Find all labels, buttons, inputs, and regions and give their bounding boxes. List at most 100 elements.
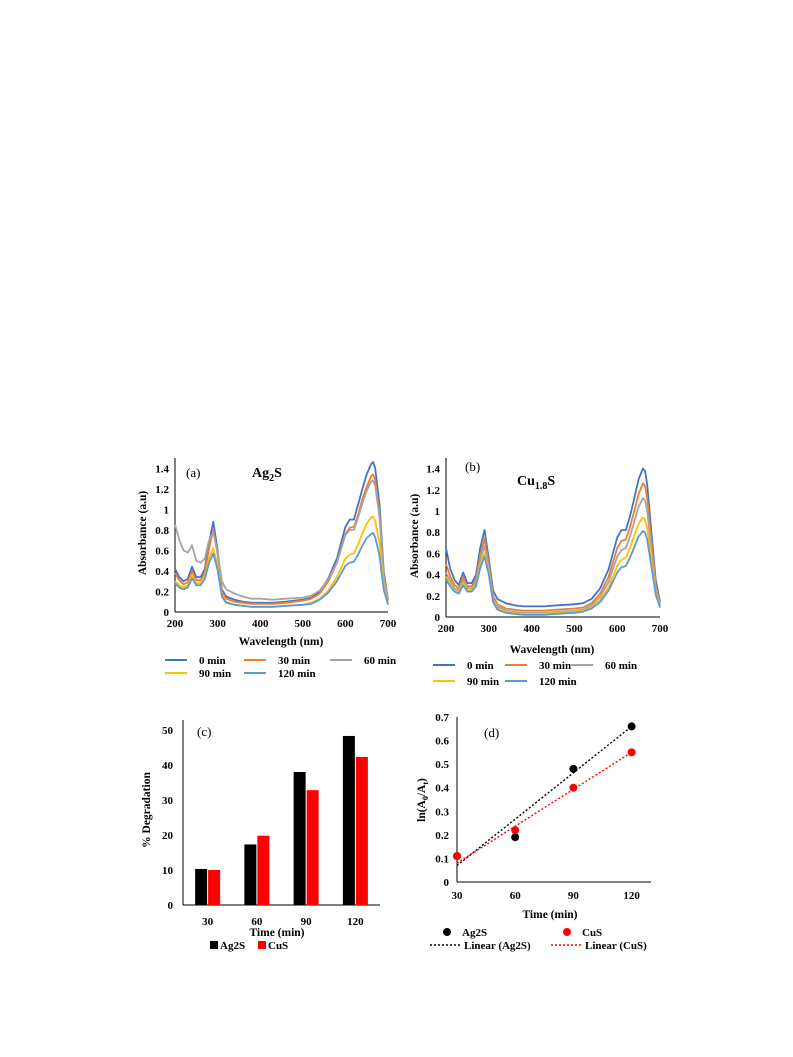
panel-a-spectra-ag2s: (a) Ag2S Absorbance (a.u) Wavelength (nm… xyxy=(137,458,397,680)
bar-Ag2S-60 xyxy=(244,844,257,905)
legend-swatch xyxy=(210,941,218,949)
point-CuS-60 xyxy=(511,826,520,835)
point-CuS-120 xyxy=(627,748,636,757)
legend-label: Ag2S xyxy=(462,927,487,939)
legend-label: 120 min xyxy=(539,676,577,688)
panel-d-legend: Ag2S CuS Linear (Ag2S) Linear (CuS) xyxy=(430,927,647,952)
x-tick-label: 300 xyxy=(209,618,226,630)
y-tick-label: 0.2 xyxy=(435,830,449,842)
y-tick-label: 30 xyxy=(162,795,174,807)
y-tick-label: 0.2 xyxy=(155,586,169,598)
point-CuS-90 xyxy=(569,783,578,792)
legend-label: CuS xyxy=(582,927,602,939)
y-tick-label: 0.5 xyxy=(435,759,449,771)
legend-label: 30 min xyxy=(539,660,571,672)
y-tick-label: 0.8 xyxy=(155,525,169,537)
legend-label: 0 min xyxy=(467,660,494,672)
x-tick-label: 60 xyxy=(510,890,522,902)
y-tick-label: 0.7 xyxy=(435,712,449,724)
legend-label: 30 min xyxy=(278,655,310,667)
legend-label: 120 min xyxy=(278,668,316,680)
panel-d-y-axis-label: ln(A0/At) xyxy=(416,778,430,822)
legend-swatch xyxy=(563,928,571,936)
series-line-120-min xyxy=(445,530,661,616)
y-tick-label: 0 xyxy=(444,877,450,889)
point-Ag2S-90 xyxy=(569,764,578,773)
panel-a-x-axis-label: Wavelength (nm) xyxy=(239,636,324,648)
panel-b-x-axis-label: Wavelength (nm) xyxy=(510,644,595,656)
series-line-0-min xyxy=(174,461,389,604)
y-tick-label: 0 xyxy=(435,612,441,624)
legend-swatch xyxy=(443,928,451,936)
y-tick-label: 0 xyxy=(168,900,174,912)
legend-label: Linear (CuS) xyxy=(585,940,647,952)
x-tick-label: 120 xyxy=(623,890,640,902)
panel-a-y-axis-label: Absorbance (a.u) xyxy=(137,491,149,576)
x-tick-label: 120 xyxy=(347,916,364,928)
series-line-30-min xyxy=(174,473,389,605)
legend-label: 60 min xyxy=(364,655,396,667)
x-tick-label: 30 xyxy=(202,916,214,928)
x-tick-label: 300 xyxy=(481,623,498,635)
x-tick-label: 700 xyxy=(380,618,397,630)
x-tick-label: 30 xyxy=(452,890,464,902)
series-line-30-min xyxy=(445,482,661,612)
point-CuS-30 xyxy=(453,852,461,861)
bar-CuS-60 xyxy=(257,835,270,905)
y-tick-label: 40 xyxy=(162,760,174,772)
panel-b-spectra-cu18s: (b) Cu1.8S Absorbance (a.u) Wavelength (… xyxy=(409,458,669,688)
point-Ag2S-60 xyxy=(511,833,520,842)
bar-Ag2S-30 xyxy=(195,868,208,905)
x-tick-label: 200 xyxy=(167,618,184,630)
panel-b-title: Cu1.8S xyxy=(517,474,555,492)
series-line-0-min xyxy=(445,467,661,608)
point-Ag2S-120 xyxy=(627,722,636,731)
panel-d-label: (d) xyxy=(484,725,499,740)
panel-b-plot-area: 0 0.2 0.4 0.6 0.8 1 1.2 1.4 200 300 400 500 600 700 xyxy=(426,458,669,635)
x-tick-label: 700 xyxy=(652,623,669,635)
x-tick-label: 600 xyxy=(337,618,354,630)
panel-b-label: (b) xyxy=(465,459,480,474)
panel-c-y-axis-label: % Degradation xyxy=(141,772,153,848)
series-line-120-min xyxy=(174,532,389,608)
y-tick-label: 0.4 xyxy=(435,783,449,795)
trendline-Linear-Ag2S- xyxy=(456,725,633,867)
legend-label: 0 min xyxy=(199,655,226,667)
y-tick-label: 1.2 xyxy=(155,484,169,496)
panel-d-plot-area: 0 0.1 0.2 0.3 0.4 0.5 0.6 0.7 30 60 90 120 xyxy=(435,712,651,902)
series-line-90-min xyxy=(445,516,661,615)
legend-label: 60 min xyxy=(605,660,637,672)
y-tick-label: 0.2 xyxy=(426,591,440,603)
x-tick-label: 600 xyxy=(609,623,626,635)
x-tick-label: 400 xyxy=(523,623,540,635)
panel-c-x-axis-label: Time (min) xyxy=(249,927,304,939)
y-tick-label: 0.3 xyxy=(435,806,449,818)
panel-c-plot-area: 0 10 20 30 40 50 30 60 90 120 xyxy=(162,720,380,928)
series-line-60-min xyxy=(174,479,389,601)
legend-label: CuS xyxy=(268,940,288,952)
y-tick-label: 1 xyxy=(435,506,441,518)
y-tick-label: 1.4 xyxy=(155,463,169,475)
bar-CuS-120 xyxy=(355,756,368,905)
x-tick-label: 500 xyxy=(295,618,312,630)
y-tick-label: 0.8 xyxy=(426,527,440,539)
y-tick-label: 0.6 xyxy=(155,545,169,557)
bar-Ag2S-120 xyxy=(342,735,355,905)
bar-CuS-90 xyxy=(306,790,319,905)
panel-c-degradation-bars: (c) % Degradation Time (min) 0 10 20 30 40 50… xyxy=(141,720,380,952)
bar-CuS-30 xyxy=(208,870,221,905)
bar-Ag2S-90 xyxy=(293,772,306,905)
y-tick-label: 0.6 xyxy=(426,548,440,560)
y-tick-label: 1 xyxy=(164,504,170,516)
panel-b-legend: 0 min 30 min 60 min 90 min 120 min xyxy=(433,660,637,688)
y-tick-label: 0.1 xyxy=(435,853,449,865)
y-tick-label: 1.2 xyxy=(426,485,440,497)
panel-c-label: (c) xyxy=(197,724,211,739)
series-line-60-min xyxy=(445,497,661,614)
x-tick-label: 90 xyxy=(568,890,580,902)
y-tick-label: 10 xyxy=(162,865,174,877)
trendline-Linear-CuS- xyxy=(456,751,632,864)
x-tick-label: 200 xyxy=(438,623,455,635)
y-tick-label: 20 xyxy=(162,830,174,842)
y-tick-label: 0.4 xyxy=(155,566,169,578)
